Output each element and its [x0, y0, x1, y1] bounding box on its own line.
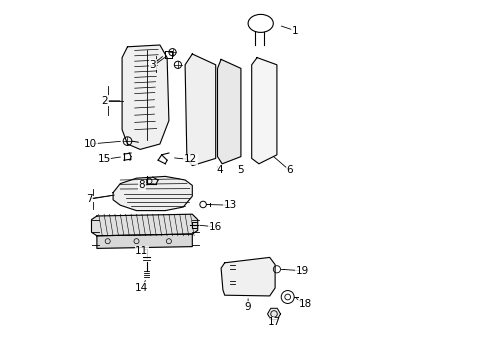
Polygon shape: [217, 59, 241, 164]
Text: 2: 2: [102, 96, 108, 106]
Text: 16: 16: [208, 222, 221, 232]
Text: 12: 12: [183, 154, 197, 165]
Polygon shape: [221, 257, 275, 296]
Text: 18: 18: [298, 299, 311, 309]
Text: 9: 9: [244, 302, 251, 312]
Text: 5: 5: [237, 165, 244, 175]
Text: 11: 11: [135, 246, 148, 256]
Polygon shape: [122, 45, 168, 149]
Text: 13: 13: [223, 200, 236, 210]
Polygon shape: [185, 54, 215, 166]
Polygon shape: [97, 234, 192, 248]
Text: 17: 17: [267, 317, 280, 327]
Text: 15: 15: [97, 154, 110, 165]
Text: 8: 8: [138, 180, 145, 190]
Polygon shape: [113, 176, 192, 211]
Text: 6: 6: [285, 165, 292, 175]
Polygon shape: [267, 308, 280, 320]
Polygon shape: [251, 58, 276, 164]
Text: 3: 3: [149, 60, 156, 70]
Text: 1: 1: [291, 26, 298, 36]
Text: 10: 10: [83, 139, 97, 149]
Text: 7: 7: [85, 194, 92, 204]
Text: 4: 4: [216, 165, 222, 175]
Polygon shape: [91, 214, 197, 236]
Text: 19: 19: [295, 266, 308, 276]
Text: 14: 14: [135, 283, 148, 293]
